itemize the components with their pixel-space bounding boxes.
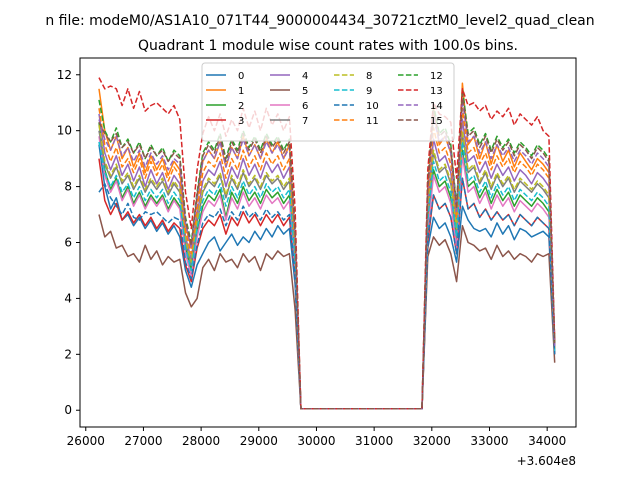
y-tick-label: 2 xyxy=(64,347,72,361)
legend-label-4: 4 xyxy=(302,71,308,82)
y-tick-label: 0 xyxy=(64,403,72,417)
y-tick-label: 8 xyxy=(64,180,72,194)
legend-label-12: 12 xyxy=(430,71,443,82)
x-tick-label: 26000 xyxy=(67,434,105,448)
figure-suptitle: n file: modeM0/AS1A10_071T44_9000004434_… xyxy=(45,13,594,29)
series-line-10 xyxy=(98,177,556,410)
x-tick-label: 34000 xyxy=(528,434,566,448)
legend-label-15: 15 xyxy=(430,116,443,127)
legend-label-6: 6 xyxy=(302,101,308,112)
legend-label-7: 7 xyxy=(302,116,308,127)
series-line-9 xyxy=(98,141,556,410)
y-axis: 0 2 4 6 8 10 12 xyxy=(57,68,80,417)
legend-label-14: 14 xyxy=(430,101,443,112)
legend-label-5: 5 xyxy=(302,86,308,97)
series-line-2 xyxy=(98,122,556,410)
series-line-4 xyxy=(98,113,556,410)
legend-label-2: 2 xyxy=(238,101,244,112)
legend-box xyxy=(201,62,455,142)
x-tick-label: 30000 xyxy=(297,434,335,448)
x-axis-offset-label: +3.604e8 xyxy=(517,454,576,468)
plot-lines xyxy=(98,77,556,410)
y-tick-label: 6 xyxy=(64,236,72,250)
series-line-8 xyxy=(98,124,556,410)
legend-label-9: 9 xyxy=(366,86,372,97)
legend-label-0: 0 xyxy=(238,71,244,82)
legend-label-13: 13 xyxy=(430,86,443,97)
series-line-6 xyxy=(98,136,556,410)
y-tick-label: 10 xyxy=(57,124,72,138)
x-tick-label: 32000 xyxy=(413,434,451,448)
series-line-11 xyxy=(98,107,556,410)
series-line-5 xyxy=(98,214,556,410)
series-line-14 xyxy=(98,99,556,410)
series-line-12 xyxy=(98,88,556,410)
legend-label-11: 11 xyxy=(366,116,379,127)
x-axis: 26000 27000 28000 29000 30000 31000 32000 33000… xyxy=(67,427,566,448)
legend-label-10: 10 xyxy=(366,101,379,112)
series-line-13 xyxy=(98,77,556,410)
series-line-0 xyxy=(98,144,556,410)
legend-label-3: 3 xyxy=(238,116,244,127)
x-tick-label: 29000 xyxy=(240,434,278,448)
x-tick-label: 31000 xyxy=(355,434,393,448)
x-tick-label: 33000 xyxy=(470,434,508,448)
x-tick-label: 27000 xyxy=(124,434,162,448)
y-tick-label: 4 xyxy=(64,291,72,305)
legend-label-1: 1 xyxy=(238,86,244,97)
series-line-7 xyxy=(98,130,556,410)
x-tick-label: 28000 xyxy=(182,434,220,448)
legend-label-8: 8 xyxy=(366,71,372,82)
y-tick-label: 12 xyxy=(57,68,72,82)
chart-title: Quadrant 1 module wise count rates with … xyxy=(138,38,518,54)
